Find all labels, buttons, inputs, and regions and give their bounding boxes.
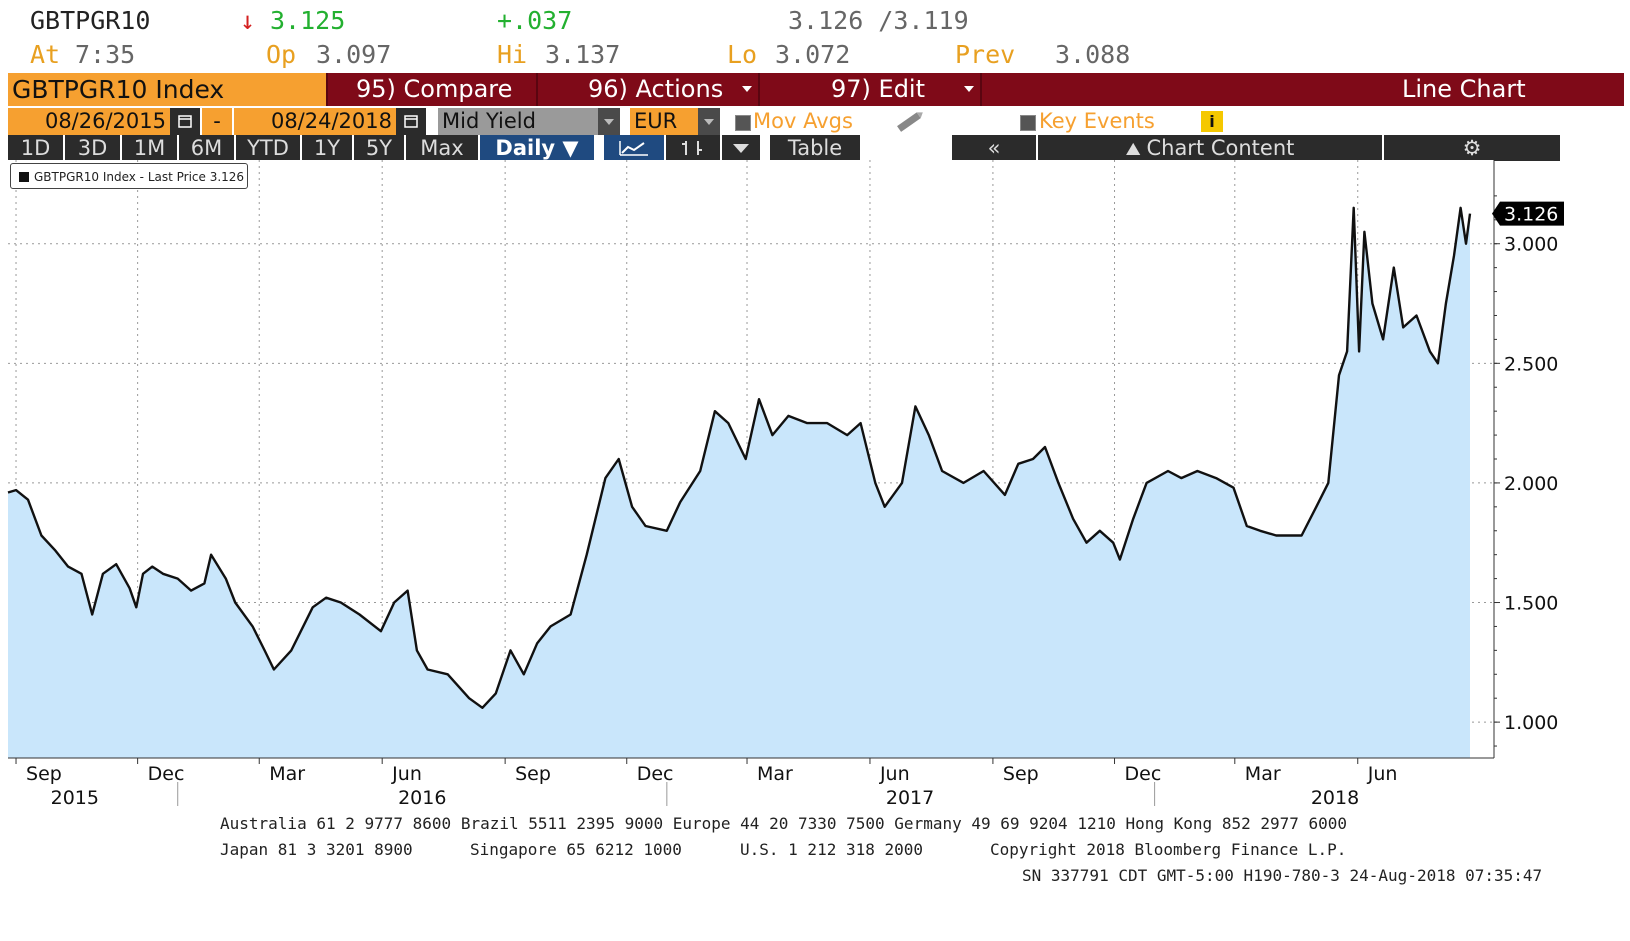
chart-content-icon: ⛰ [1125,139,1147,160]
down-arrow-icon: ↓ [240,6,256,35]
period-3d-button[interactable]: 3D [65,135,120,161]
frequency-dropdown[interactable]: Daily ▼ [480,135,594,161]
ticker: GBTPGR10 [30,6,151,35]
net-change: +.037 [497,6,573,35]
chart-type-label[interactable]: Line Chart [1402,75,1526,103]
calendar-icon[interactable] [170,108,200,135]
period-1m-button[interactable]: 1M [122,135,177,161]
x-tick-label: Sep [1003,763,1039,785]
x-tick-label: Dec [148,763,185,785]
footer-phone-japan: Japan 81 3 3201 8900 [220,840,413,859]
y-tick-label: 1.500 [1504,593,1558,615]
last-price-tag [1492,201,1564,226]
high-value: 3.137 [545,40,621,69]
high-label: Hi [497,40,528,69]
period-1y-button[interactable]: 1Y [302,135,352,161]
y-tick-label: 2.500 [1504,353,1558,375]
collapse-panel-icon[interactable]: « [952,135,1036,161]
x-tick-label: Sep [515,763,551,785]
actions-menu[interactable]: 96) Actions [588,75,724,103]
legend-swatch [19,172,29,182]
mov-avgs-label[interactable]: Mov Avgs [753,109,853,133]
key-events-label[interactable]: Key Events [1039,109,1155,133]
footer-copyright: Copyright 2018 Bloomberg Finance L.P. [990,840,1347,859]
open-label: Op [266,40,297,69]
chart-options-dropdown-icon[interactable] [722,135,760,161]
x-tick-label: Jun [391,763,422,785]
x-tick-label: Dec [637,763,674,785]
y-tick-label: 3.000 [1504,234,1558,256]
bid-ask: 3.126 /3.119 [788,6,969,35]
calendar-icon[interactable] [396,108,426,135]
actions-caret-icon[interactable] [742,86,752,92]
table-button[interactable]: Table [770,135,860,161]
x-year-label: 2018 [1311,787,1359,809]
x-tick-label: Mar [269,763,305,785]
divider [536,73,538,106]
x-tick-label: Jun [879,763,910,785]
field-dropdown-icon[interactable] [598,108,620,135]
at-time: 7:35 [75,40,136,69]
low-label: Lo [727,40,758,69]
open-value: 3.097 [316,40,392,69]
chart-settings-row: 08/26/2015 - 08/24/2018 Mid Yield EUR Mo… [8,108,1624,135]
security-field[interactable]: GBTPGR10 Index [8,73,326,106]
prev-label: Prev [955,40,1016,69]
line-chart-icon[interactable] [604,135,664,161]
period-5y-button[interactable]: 5Y [354,135,404,161]
title-bar: GBTPGR10 Index 95) Compare 96) Actions 9… [8,73,1624,106]
currency-select[interactable]: EUR [630,108,698,135]
series-line [7,206,1472,709]
start-date-field[interactable]: 08/26/2015 [8,108,170,135]
legend-label: GBTPGR10 Index - Last Price 3.126 [34,170,245,184]
footer-phone-singapore: Singapore 65 6212 1000 [470,840,682,859]
currency-dropdown-icon[interactable] [698,108,720,135]
series-area [8,207,1470,759]
period-6m-button[interactable]: 6M [179,135,234,161]
at-label: At [30,40,61,69]
mov-avgs-checkbox[interactable] [735,115,751,131]
low-value: 3.072 [775,40,851,69]
x-year-label: 2017 [886,787,934,809]
x-tick-label: Jun [1367,763,1398,785]
chart-content-button[interactable]: ⛰ Chart Content [1038,135,1382,161]
y-tick-label: 1.000 [1504,712,1558,734]
edit-menu[interactable]: 97) Edit [831,75,926,103]
x-year-label: 2015 [51,787,99,809]
info-icon[interactable]: i [1201,111,1223,132]
x-tick-label: Dec [1125,763,1162,785]
footer-phone-us: U.S. 1 212 318 2000 [740,840,924,859]
edit-caret-icon[interactable] [964,86,974,92]
period-ytd-button[interactable]: YTD [236,135,300,161]
settings-gear-icon[interactable]: ⚙ [1384,135,1560,161]
chart-legend[interactable]: GBTPGR10 Index - Last Price 3.126 [10,163,248,189]
last-price: 3.125 [270,6,346,35]
prev-value: 3.088 [1055,40,1131,69]
chart-content-label: Chart Content [1146,136,1295,160]
period-1d-button[interactable]: 1D [8,135,63,161]
field-select[interactable]: Mid Yield [438,108,598,135]
bar-type-icon[interactable] [666,135,720,161]
pencil-icon[interactable] [893,108,927,139]
divider [758,73,760,106]
divider [980,73,982,106]
price-chart[interactable]: 1.000 1.500 2.000 2.500 3.000 3.126 Sep Dec Mar J… [0,158,1630,818]
x-tick-label: Mar [757,763,793,785]
date-range-dash: - [202,108,232,135]
key-events-checkbox[interactable] [1020,115,1036,131]
footer-session-info: SN 337791 CDT GMT-5:00 H190-780-3 24-Aug… [1022,866,1543,885]
y-tick-label: 2.000 [1504,473,1558,495]
x-tick-label: Mar [1245,763,1281,785]
end-date-field[interactable]: 08/24/2018 [234,108,396,135]
compare-menu[interactable]: 95) Compare [356,75,513,103]
x-tick-label: Sep [26,763,62,785]
footer-phone-line-1: Australia 61 2 9777 8600 Brazil 5511 239… [220,814,1348,833]
divider [326,73,328,106]
x-year-label: 2016 [398,787,446,809]
last-price-tag-label: 3.126 [1504,204,1558,226]
period-max-button[interactable]: Max [406,135,478,161]
